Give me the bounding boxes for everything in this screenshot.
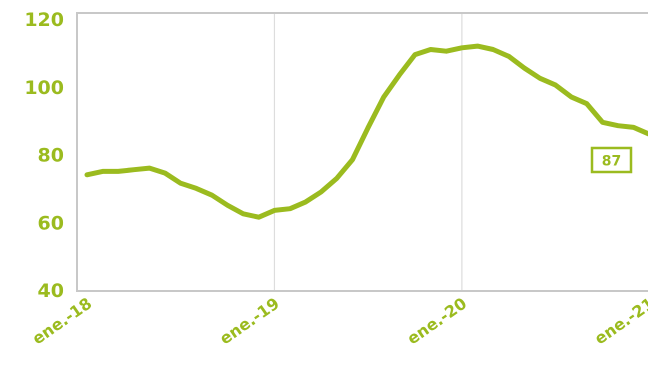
x-axis-ticks: ene.-18 ene.-19 ene.-20 ene.-21: [29, 294, 648, 349]
gridlines: [273, 14, 463, 290]
x-tick-label: ene.-19: [216, 294, 283, 349]
y-tick-label: 40: [38, 280, 64, 302]
y-tick-label: 60: [38, 212, 64, 234]
series-line: [84, 43, 648, 220]
y-axis-ticks: 40 60 80 100 120: [24, 9, 64, 302]
last-value-label: 87: [602, 154, 621, 170]
x-tick-label: ene.-20: [404, 294, 471, 349]
last-value-callout: 87: [590, 146, 633, 174]
x-tick-label: ene.-21: [591, 294, 648, 349]
last-value-box: [590, 146, 633, 174]
y-tick-label: 80: [38, 145, 64, 167]
y-tick-label: 120: [24, 9, 64, 31]
plot-frame: [76, 12, 648, 292]
y-tick-label: 100: [24, 77, 64, 99]
